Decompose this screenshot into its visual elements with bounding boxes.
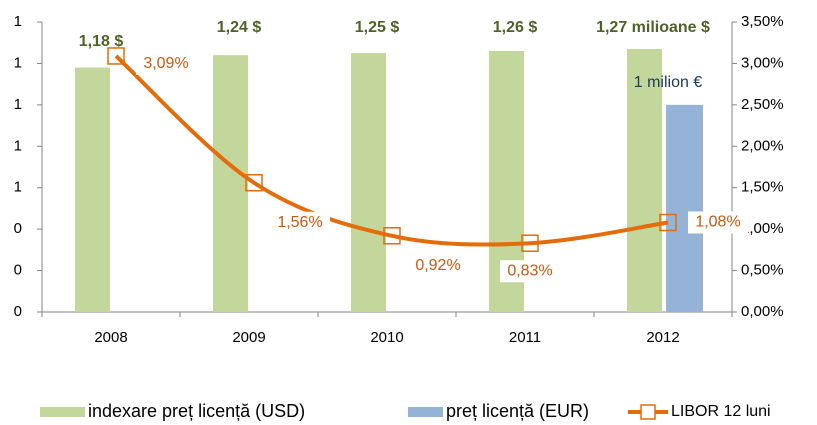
data-label: 0,92% bbox=[415, 257, 460, 274]
y2-tick-label: 3,00% bbox=[741, 54, 784, 71]
data-label-bg bbox=[136, 52, 196, 75]
data-label-bg bbox=[408, 254, 468, 277]
legend-label: indexare preț licență (USD) bbox=[88, 401, 305, 421]
data-label: 1,25 $ bbox=[355, 19, 400, 36]
bar bbox=[627, 48, 662, 313]
legend-label: preț licență (EUR) bbox=[446, 401, 589, 421]
y-tick-label: 1 bbox=[14, 179, 22, 196]
line-marker bbox=[245, 173, 263, 192]
bar bbox=[213, 55, 248, 313]
line-marker bbox=[521, 234, 539, 252]
line-marker bbox=[659, 213, 677, 232]
legend-swatch bbox=[408, 407, 443, 417]
y2-tick-label: 0,50% bbox=[741, 262, 784, 279]
x-tick-label: 2008 bbox=[94, 329, 127, 346]
y2-tick-label: 1,50% bbox=[741, 179, 784, 196]
y2-tick-label: 3,50% bbox=[741, 13, 784, 30]
legend-swatch bbox=[640, 404, 656, 420]
x-tick-label: 2011 bbox=[509, 329, 541, 346]
x-tick-label: 2012 bbox=[646, 329, 679, 346]
data-label: 1,26 $ bbox=[493, 19, 538, 36]
line-marker bbox=[107, 47, 125, 65]
data-label: 1,56% bbox=[277, 214, 322, 231]
y-tick-label: 0 bbox=[14, 303, 22, 320]
y-tick-label: 0 bbox=[14, 262, 22, 279]
legend-label: LIBOR 12 luni bbox=[671, 403, 771, 420]
y2-tick-label: 0,00% bbox=[741, 303, 784, 320]
data-label-bg bbox=[688, 211, 748, 234]
data-label: 1 milion € bbox=[634, 74, 703, 91]
y2-tick-label: 1,00% bbox=[741, 220, 784, 237]
bar bbox=[666, 104, 703, 312]
y-tick-label: 1 bbox=[14, 137, 22, 154]
data-label: 3,09% bbox=[143, 55, 188, 72]
y2-tick-label: 2,00% bbox=[741, 137, 784, 154]
y-tick-label: 1 bbox=[14, 54, 22, 71]
data-label: 0,83% bbox=[507, 262, 552, 279]
y-tick-label: 0 bbox=[14, 220, 22, 237]
data-label: 1,18 $ bbox=[79, 33, 124, 50]
bar bbox=[351, 53, 386, 312]
data-label-bg bbox=[500, 260, 560, 283]
x-tick-label: 2009 bbox=[232, 329, 265, 346]
bar bbox=[75, 67, 110, 312]
x-tick-label: 2010 bbox=[370, 329, 403, 346]
line-marker bbox=[383, 227, 401, 245]
legend-swatch bbox=[40, 407, 85, 417]
line bbox=[114, 54, 669, 247]
y-tick-label: 1 bbox=[14, 96, 22, 113]
data-label-bg bbox=[270, 211, 330, 234]
data-label: 1,08% bbox=[695, 214, 740, 231]
data-label: 1,27 milioane $ bbox=[596, 19, 710, 36]
y-tick-label: 1 bbox=[14, 13, 22, 30]
y2-tick-label: 2,50% bbox=[741, 96, 784, 113]
data-label: 1,24 $ bbox=[217, 19, 262, 36]
